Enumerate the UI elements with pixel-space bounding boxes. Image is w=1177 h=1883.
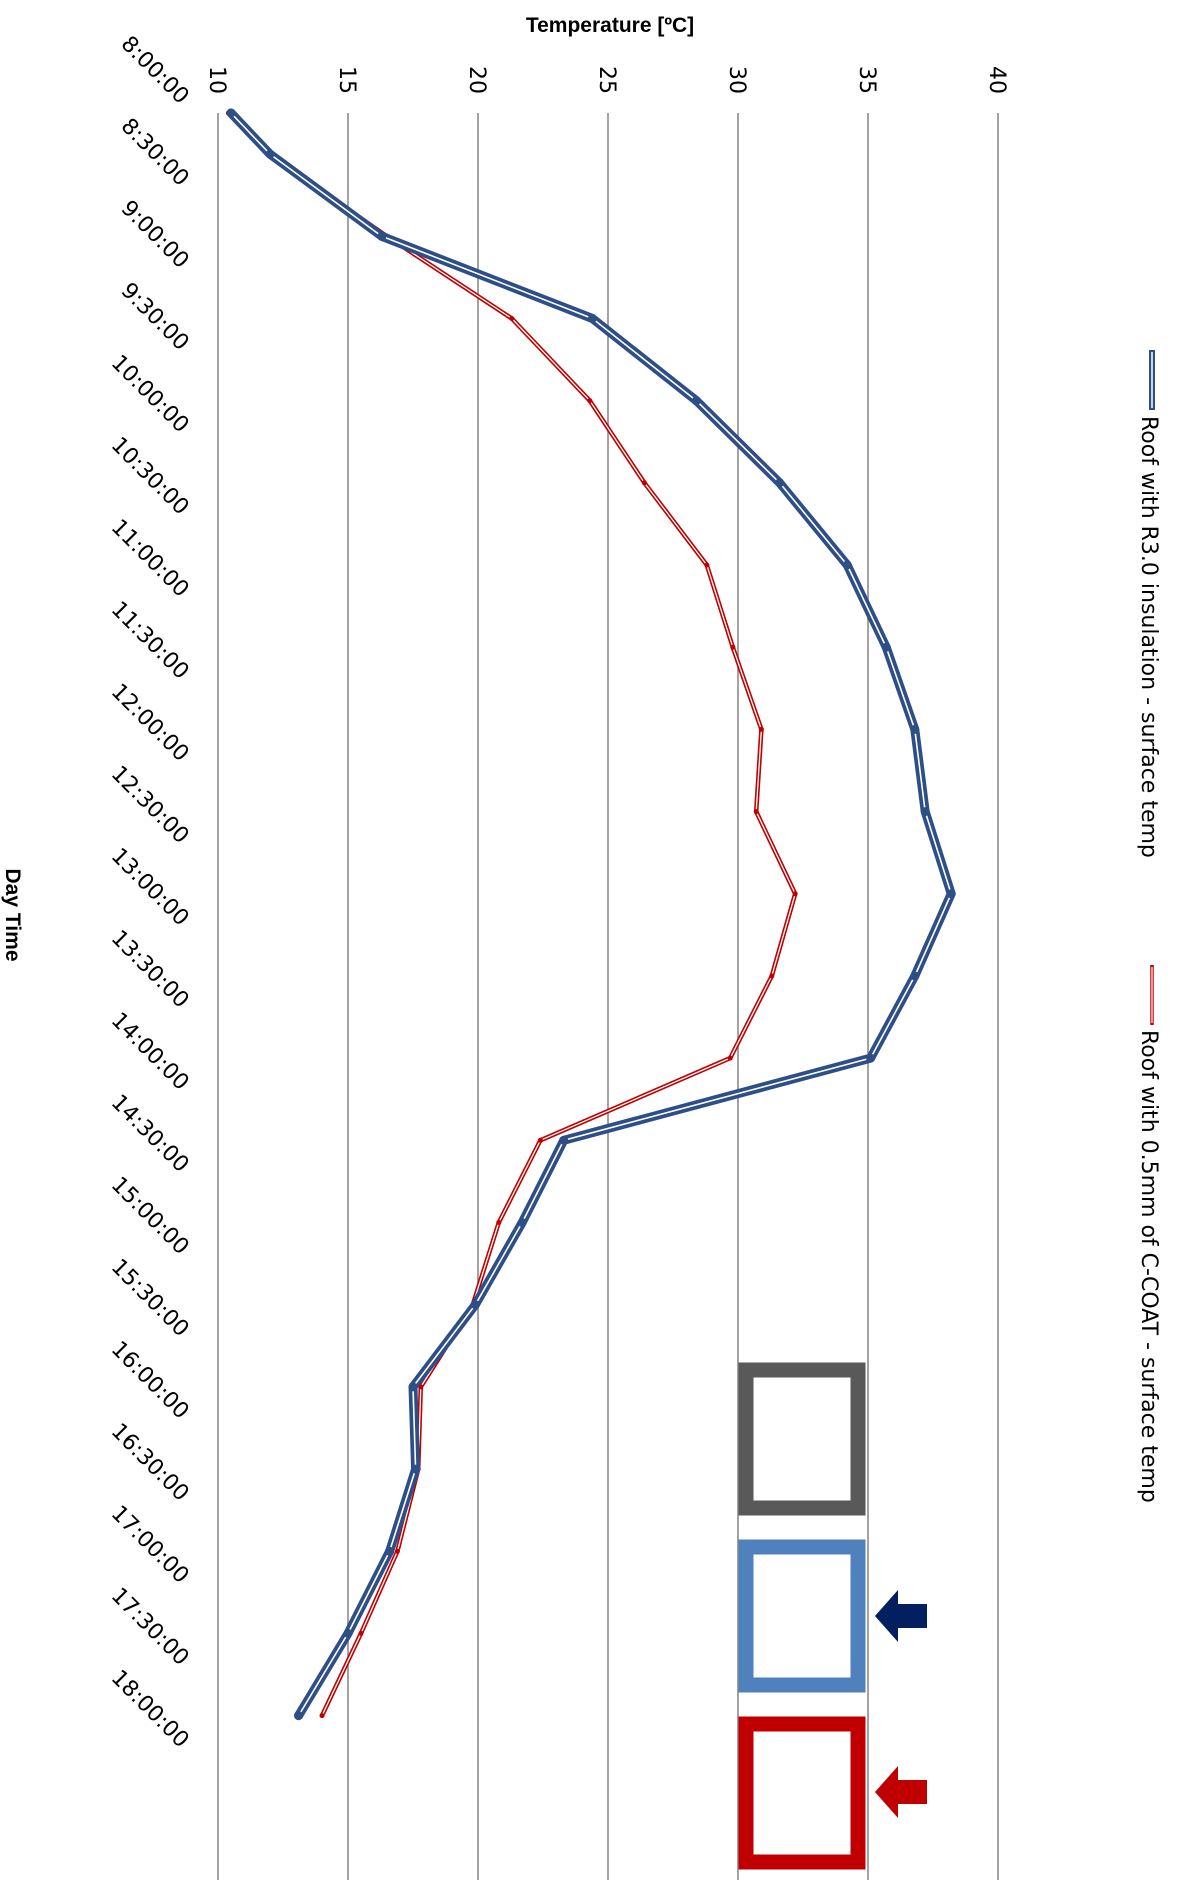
x-tick-label: 11:30:00 — [106, 597, 194, 685]
data-point — [775, 478, 785, 488]
data-point — [881, 642, 891, 652]
data-point — [753, 809, 759, 815]
x-tick-label: 18:00:00 — [106, 1665, 194, 1753]
data-point — [537, 1137, 543, 1143]
data-point — [587, 398, 593, 404]
series-line-1 — [226, 110, 798, 1718]
x-tick-label: 12:30:00 — [106, 761, 194, 849]
data-point — [509, 316, 515, 321]
series-lines — [225, 108, 956, 1721]
gray-box — [738, 1362, 866, 1516]
data-point — [517, 1218, 527, 1227]
data-point — [496, 1220, 502, 1225]
y-tick-label: 20 — [464, 66, 489, 94]
x-tick-label: 9:30:00 — [116, 278, 194, 356]
x-tick-label: 15:30:00 — [106, 1254, 194, 1342]
data-point — [758, 726, 764, 732]
x-tick-label: 16:00:00 — [106, 1337, 194, 1425]
series-line-highlight-0 — [230, 112, 953, 1717]
data-point — [394, 1548, 400, 1554]
x-tick-label: 11:00:00 — [106, 515, 194, 603]
data-point — [769, 973, 775, 979]
blue-box — [738, 1539, 866, 1693]
y-tick-label: 10 — [204, 66, 229, 94]
x-tick-label: 8:30:00 — [116, 114, 194, 192]
x-tick-label: 8:00:00 — [116, 32, 194, 110]
legend: Roof with R3.0 insulation - surface temp… — [1136, 350, 1161, 1503]
x-tick-labels: 8:00:008:30:009:00:009:30:0010:00:0010:3… — [106, 32, 194, 1753]
legend-label-r30: Roof with R3.0 insulation - surface temp — [1136, 416, 1161, 858]
data-point — [641, 480, 647, 486]
data-point — [842, 560, 852, 570]
gridlines — [217, 113, 999, 1880]
legend-label-ccoat: Roof with 0.5mm of C-COAT - surface temp — [1136, 1030, 1161, 1503]
x-tick-label: 17:00:00 — [106, 1501, 194, 1589]
red-arrow — [875, 1766, 927, 1818]
y-axis-title: Temperature [ºC] — [526, 14, 694, 37]
red-box — [738, 1716, 866, 1870]
data-point — [559, 1135, 569, 1145]
data-point — [704, 562, 710, 568]
x-tick-label: 17:30:00 — [106, 1583, 194, 1671]
navy-arrow — [875, 1590, 927, 1642]
data-point — [411, 1464, 421, 1474]
series-line-highlight-1 — [227, 112, 796, 1717]
y-tick-label: 15 — [334, 66, 359, 94]
data-point — [792, 891, 798, 897]
data-point — [946, 889, 956, 899]
series-line-0 — [226, 108, 956, 1721]
data-point — [910, 971, 920, 981]
y-tick-label: 35 — [854, 66, 879, 94]
x-tick-label: 13:00:00 — [106, 844, 194, 932]
callout-boxes — [738, 1362, 866, 1870]
x-axis-title: Day Time — [1, 869, 24, 962]
data-point — [319, 1713, 325, 1719]
data-point — [294, 1711, 304, 1721]
data-point — [730, 644, 736, 650]
x-tick-label: 15:00:00 — [106, 1172, 194, 1260]
y-tick-label: 30 — [724, 66, 749, 94]
data-point — [866, 1053, 876, 1063]
data-point — [385, 1546, 395, 1556]
y-tick-label: 40 — [984, 66, 1009, 94]
data-point — [377, 231, 387, 241]
data-point — [691, 396, 701, 406]
y-tick-labels: 10 15 20 25 30 35 40 — [204, 66, 1009, 94]
x-tick-label: 12:00:00 — [106, 679, 194, 767]
x-tick-label: 14:00:00 — [106, 1008, 194, 1096]
data-point — [358, 1630, 364, 1636]
x-tick-label: 14:30:00 — [106, 1090, 194, 1178]
data-point — [408, 1382, 418, 1392]
x-tick-label: 13:30:00 — [106, 926, 194, 1014]
data-point — [727, 1055, 733, 1061]
x-tick-label: 9:00:00 — [116, 196, 194, 274]
data-point — [470, 1300, 480, 1310]
x-tick-label: 16:30:00 — [106, 1419, 194, 1507]
y-tick-label: 25 — [594, 66, 619, 94]
data-point — [920, 807, 930, 817]
data-point — [587, 314, 597, 323]
data-point — [226, 108, 236, 118]
arrows — [875, 1590, 927, 1818]
x-tick-label: 10:30:00 — [106, 433, 194, 521]
data-point — [343, 1628, 353, 1638]
data-point — [265, 149, 275, 159]
data-point — [910, 724, 920, 734]
x-tick-label: 10:00:00 — [106, 350, 194, 438]
